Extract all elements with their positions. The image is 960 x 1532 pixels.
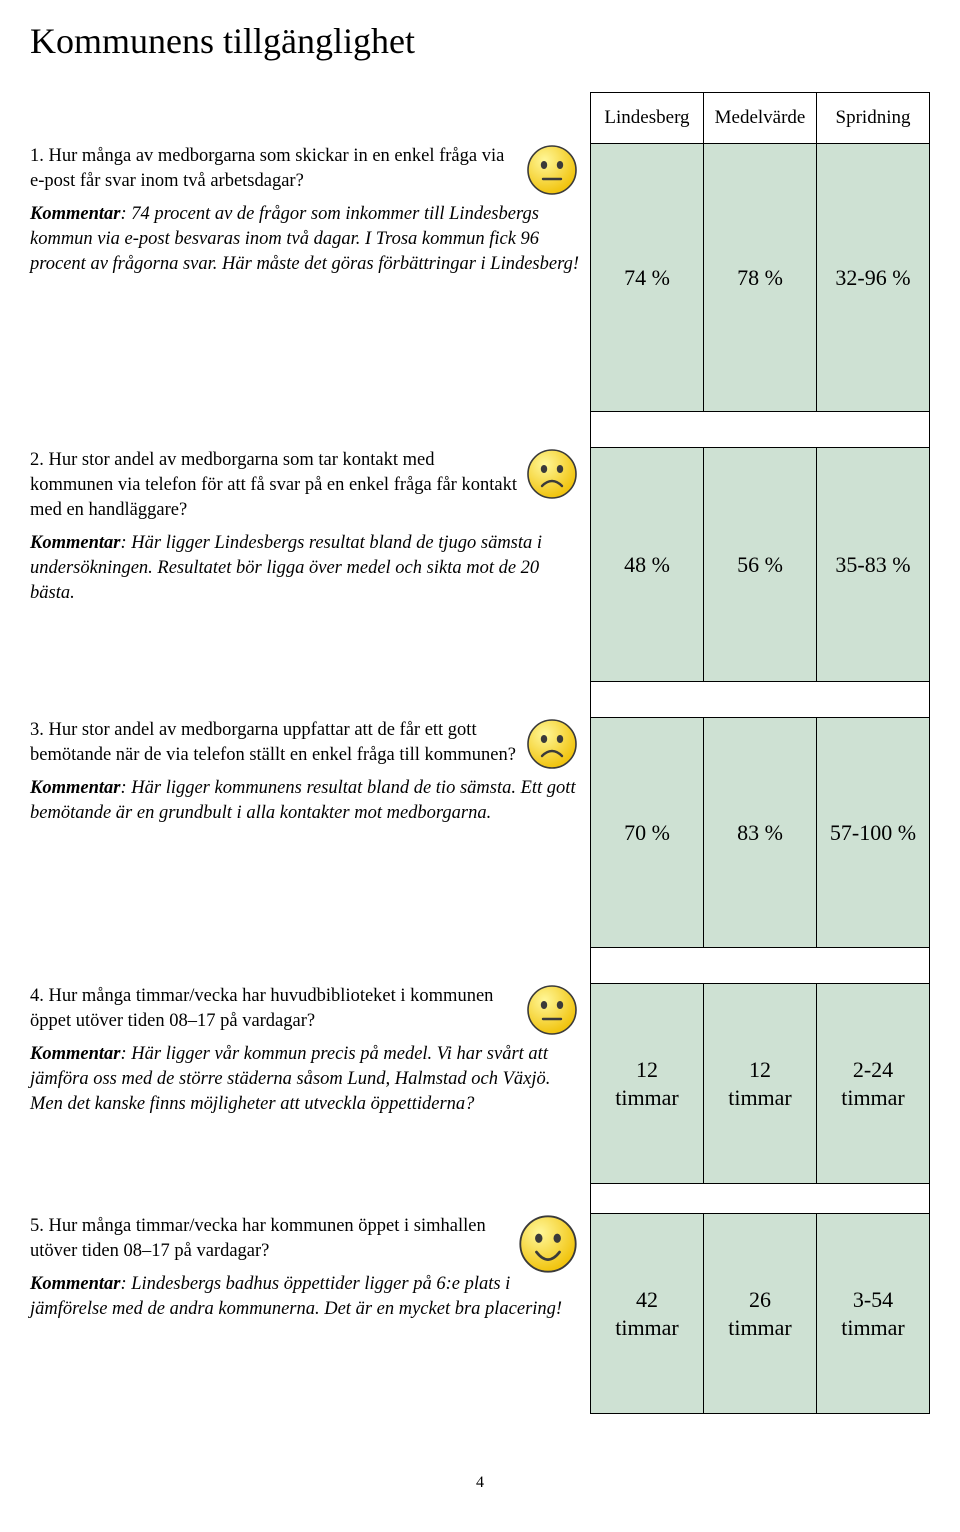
question-block: 5. Hur många timmar/vecka har kommunen ö…: [30, 1214, 582, 1414]
neutral-face-icon: [526, 984, 578, 1036]
comment-lead: Kommentar: [30, 778, 120, 798]
comment-lead: Kommentar: [30, 1044, 120, 1064]
question-comment: Kommentar: Här ligger kommunens resultat…: [30, 776, 582, 826]
content-layout: 1. Hur många av medborgarna som skickar …: [30, 92, 930, 1414]
sad-face-icon: [526, 448, 578, 500]
neutral-face-icon: [526, 144, 578, 196]
data-table: Lindesberg Medelvärde Spridning 74 %78 %…: [590, 92, 930, 1414]
question-label: 1. Hur många av medborgarna som skickar …: [30, 146, 504, 191]
table-cell: 3-54 timmar: [817, 1214, 929, 1413]
section-gap: [30, 1184, 582, 1214]
question-text: 4. Hur många timmar/vecka har huvudbibli…: [30, 984, 582, 1034]
question-comment: Kommentar: Här ligger vår kommun precis …: [30, 1042, 582, 1117]
question-text: 1. Hur många av medborgarna som skickar …: [30, 144, 582, 194]
table-cell: 26 timmar: [704, 1214, 817, 1413]
table-cell: 70 %: [591, 718, 704, 947]
question-label: 5. Hur många timmar/vecka har kommunen ö…: [30, 1216, 486, 1261]
col-header-lindesberg: Lindesberg: [591, 93, 704, 143]
question-text: 2. Hur stor andel av medborgarna som tar…: [30, 448, 582, 523]
question-comment: Kommentar: Här ligger Lindesbergs result…: [30, 531, 582, 606]
question-text: 3. Hur stor andel av medborgarna uppfatt…: [30, 718, 582, 768]
section-gap: [30, 682, 582, 718]
question-comment: Kommentar: 74 procent av de frågor som i…: [30, 202, 582, 277]
col-header-medelvarde: Medelvärde: [704, 93, 817, 143]
question-block: 3. Hur stor andel av medborgarna uppfatt…: [30, 718, 582, 948]
question-block: 1. Hur många av medborgarna som skickar …: [30, 144, 582, 412]
section-gap: [591, 1184, 929, 1214]
table-cell: 57-100 %: [817, 718, 929, 947]
section-gap: [30, 948, 582, 984]
table-header-row: Lindesberg Medelvärde Spridning: [591, 92, 929, 144]
table-cell: 48 %: [591, 448, 704, 681]
table-cell: 83 %: [704, 718, 817, 947]
table-row: 42 timmar26 timmar3-54 timmar: [591, 1214, 929, 1414]
question-text: 5. Hur många timmar/vecka har kommunen ö…: [30, 1214, 582, 1264]
section-gap: [591, 948, 929, 984]
table-row: 74 %78 %32-96 %: [591, 144, 929, 412]
sad-face-icon: [526, 718, 578, 770]
question-block: 2. Hur stor andel av medborgarna som tar…: [30, 448, 582, 682]
section-gap: [30, 412, 582, 448]
comment-lead: Kommentar: [30, 533, 120, 553]
section-gap: [591, 412, 929, 448]
question-label: 4. Hur många timmar/vecka har huvudbibli…: [30, 986, 493, 1031]
table-cell: 32-96 %: [817, 144, 929, 411]
question-label: 2. Hur stor andel av medborgarna som tar…: [30, 450, 517, 520]
happy-face-icon: [518, 1214, 578, 1274]
page-number: 4: [30, 1474, 930, 1492]
question-comment: Kommentar: Lindesbergs badhus öppettider…: [30, 1272, 582, 1322]
comment-lead: Kommentar: [30, 204, 120, 224]
table-cell: 12 timmar: [591, 984, 704, 1183]
table-cell: 74 %: [591, 144, 704, 411]
table-cell: 35-83 %: [817, 448, 929, 681]
section-gap: [591, 682, 929, 718]
table-cell: 12 timmar: [704, 984, 817, 1183]
question-label: 3. Hur stor andel av medborgarna uppfatt…: [30, 720, 516, 765]
comment-lead: Kommentar: [30, 1274, 120, 1294]
table-row: 48 %56 %35-83 %: [591, 448, 929, 682]
page-title: Kommunens tillgänglighet: [30, 20, 930, 62]
table-cell: 56 %: [704, 448, 817, 681]
col-header-spridning: Spridning: [817, 93, 929, 143]
question-block: 4. Hur många timmar/vecka har huvudbibli…: [30, 984, 582, 1184]
table-cell: 78 %: [704, 144, 817, 411]
header-spacer: [30, 92, 582, 144]
questions-column: 1. Hur många av medborgarna som skickar …: [30, 92, 590, 1414]
table-cell: 42 timmar: [591, 1214, 704, 1413]
table-row: 12 timmar12 timmar2-24 timmar: [591, 984, 929, 1184]
table-row: 70 %83 %57-100 %: [591, 718, 929, 948]
table-cell: 2-24 timmar: [817, 984, 929, 1183]
